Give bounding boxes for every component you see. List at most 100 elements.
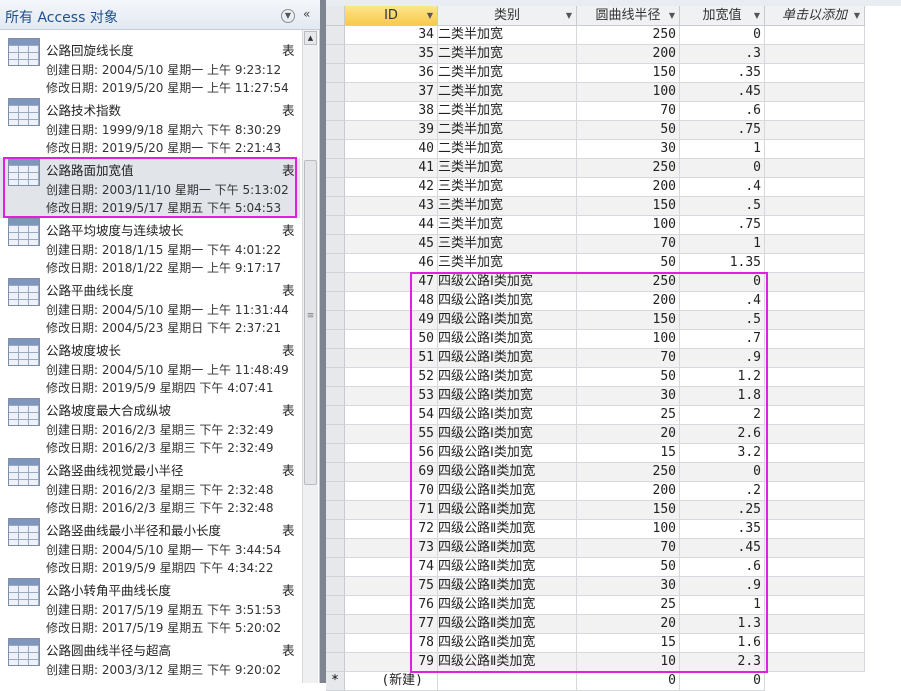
id-cell[interactable]: 49 [345, 311, 438, 330]
widen-cell[interactable]: .9 [680, 349, 765, 368]
row-selector[interactable] [326, 653, 345, 672]
row-selector[interactable] [326, 577, 345, 596]
id-cell[interactable]: 69 [345, 463, 438, 482]
radius-cell[interactable]: 15 [577, 634, 680, 653]
dropdown-arrow-icon[interactable]: ▼ [565, 11, 572, 20]
radius-cell[interactable]: 30 [577, 577, 680, 596]
add-field-cell[interactable] [765, 463, 865, 482]
id-cell[interactable]: 41 [345, 159, 438, 178]
select-all-corner[interactable] [326, 6, 345, 26]
add-field-cell[interactable] [765, 102, 865, 121]
add-field-cell[interactable] [765, 577, 865, 596]
add-field-cell[interactable] [765, 520, 865, 539]
pane-splitter[interactable] [320, 0, 326, 683]
id-cell[interactable]: 51 [345, 349, 438, 368]
row-selector[interactable] [326, 634, 345, 653]
widen-cell[interactable]: .4 [680, 292, 765, 311]
widen-cell[interactable]: .45 [680, 83, 765, 102]
row-selector[interactable] [326, 292, 345, 311]
category-cell[interactable]: 四级公路Ⅰ类加宽 [438, 292, 577, 311]
row-selector[interactable] [326, 102, 345, 121]
id-cell[interactable]: 76 [345, 596, 438, 615]
add-field-cell[interactable] [765, 330, 865, 349]
category-cell[interactable]: 二类半加宽 [438, 140, 577, 159]
id-cell[interactable]: 38 [345, 102, 438, 121]
row-selector[interactable] [326, 501, 345, 520]
widen-cell[interactable]: 3.2 [680, 444, 765, 463]
add-field-cell[interactable] [765, 83, 865, 102]
column-header[interactable]: 加宽值 ▼ [680, 6, 765, 26]
radius-cell[interactable]: 70 [577, 349, 680, 368]
id-cell[interactable]: 48 [345, 292, 438, 311]
id-cell[interactable]: 56 [345, 444, 438, 463]
category-cell[interactable]: 四级公路Ⅱ类加宽 [438, 653, 577, 672]
add-field-cell[interactable] [765, 159, 865, 178]
category-cell[interactable]: 四级公路Ⅰ类加宽 [438, 387, 577, 406]
radius-cell[interactable]: 100 [577, 83, 680, 102]
widen-cell[interactable]: .25 [680, 501, 765, 520]
new-row-widen[interactable]: 0 [680, 672, 765, 691]
category-cell[interactable]: 四级公路Ⅰ类加宽 [438, 330, 577, 349]
id-cell[interactable]: 36 [345, 64, 438, 83]
row-selector[interactable] [326, 311, 345, 330]
widen-cell[interactable]: 1.6 [680, 634, 765, 653]
nav-item-table[interactable]: 公路平曲线长度 表创建日期: 2004/5/10 星期一 上午 11:31:44 修… [0, 278, 300, 338]
category-cell[interactable]: 三类半加宽 [438, 197, 577, 216]
add-field-cell[interactable] [765, 349, 865, 368]
nav-item-table[interactable]: 公路坡度最大合成纵坡 表创建日期: 2016/2/3 星期三 下午 2:32:49… [0, 398, 300, 458]
radius-cell[interactable]: 250 [577, 159, 680, 178]
row-selector[interactable] [326, 121, 345, 140]
row-selector[interactable] [326, 596, 345, 615]
scroll-up-arrow-icon[interactable]: ▲ [304, 31, 317, 45]
category-cell[interactable]: 四级公路Ⅱ类加宽 [438, 520, 577, 539]
category-cell[interactable]: 四级公路Ⅰ类加宽 [438, 273, 577, 292]
id-cell[interactable]: 39 [345, 121, 438, 140]
add-field-cell[interactable] [765, 121, 865, 140]
id-cell[interactable]: 46 [345, 254, 438, 273]
widen-cell[interactable]: 0 [680, 26, 765, 45]
widen-cell[interactable]: .6 [680, 558, 765, 577]
add-field-cell[interactable] [765, 425, 865, 444]
id-cell[interactable]: 55 [345, 425, 438, 444]
widen-cell[interactable]: 1 [680, 140, 765, 159]
widen-cell[interactable]: 1.8 [680, 387, 765, 406]
widen-cell[interactable]: 1 [680, 235, 765, 254]
radius-cell[interactable]: 70 [577, 539, 680, 558]
category-cell[interactable]: 二类半加宽 [438, 102, 577, 121]
widen-cell[interactable]: .5 [680, 197, 765, 216]
nav-item-table[interactable]: 公路平均坡度与连续坡长 表创建日期: 2018/1/15 星期一 下午 4:01:… [0, 218, 300, 278]
id-cell[interactable]: 77 [345, 615, 438, 634]
widen-cell[interactable]: 0 [680, 159, 765, 178]
add-field-cell[interactable] [765, 615, 865, 634]
category-cell[interactable]: 四级公路Ⅱ类加宽 [438, 463, 577, 482]
add-field-cell[interactable] [765, 140, 865, 159]
row-selector[interactable] [326, 45, 345, 64]
radius-cell[interactable]: 200 [577, 482, 680, 501]
id-cell[interactable]: 45 [345, 235, 438, 254]
add-field-cell[interactable] [765, 558, 865, 577]
radius-cell[interactable]: 15 [577, 444, 680, 463]
row-selector[interactable] [326, 178, 345, 197]
category-cell[interactable]: 四级公路Ⅱ类加宽 [438, 577, 577, 596]
widen-cell[interactable]: .2 [680, 482, 765, 501]
category-cell[interactable]: 四级公路Ⅱ类加宽 [438, 596, 577, 615]
add-field-cell[interactable] [765, 273, 865, 292]
add-field-cell[interactable] [765, 178, 865, 197]
radius-cell[interactable]: 200 [577, 292, 680, 311]
id-cell[interactable]: 54 [345, 406, 438, 425]
id-cell[interactable]: 72 [345, 520, 438, 539]
scroll-thumb[interactable]: ≡ [304, 160, 317, 485]
nav-item-table[interactable]: 公路技术指数 表创建日期: 1999/9/18 星期六 下午 8:30:29 修改日… [0, 98, 300, 158]
row-selector[interactable] [326, 159, 345, 178]
row-selector[interactable] [326, 387, 345, 406]
widen-cell[interactable]: 2 [680, 406, 765, 425]
dropdown-arrow-icon[interactable]: ▼ [753, 11, 760, 20]
category-cell[interactable]: 三类半加宽 [438, 178, 577, 197]
category-cell[interactable]: 四级公路Ⅰ类加宽 [438, 349, 577, 368]
add-field-cell[interactable] [765, 634, 865, 653]
row-selector[interactable] [326, 406, 345, 425]
nav-item-table[interactable]: 公路圆曲线半径与超高 表创建日期: 2003/3/12 星期三 下午 9:20:0… [0, 638, 300, 683]
row-selector[interactable] [326, 197, 345, 216]
column-header[interactable]: 单击以添加 ▼ [765, 6, 865, 26]
add-field-cell[interactable] [765, 64, 865, 83]
